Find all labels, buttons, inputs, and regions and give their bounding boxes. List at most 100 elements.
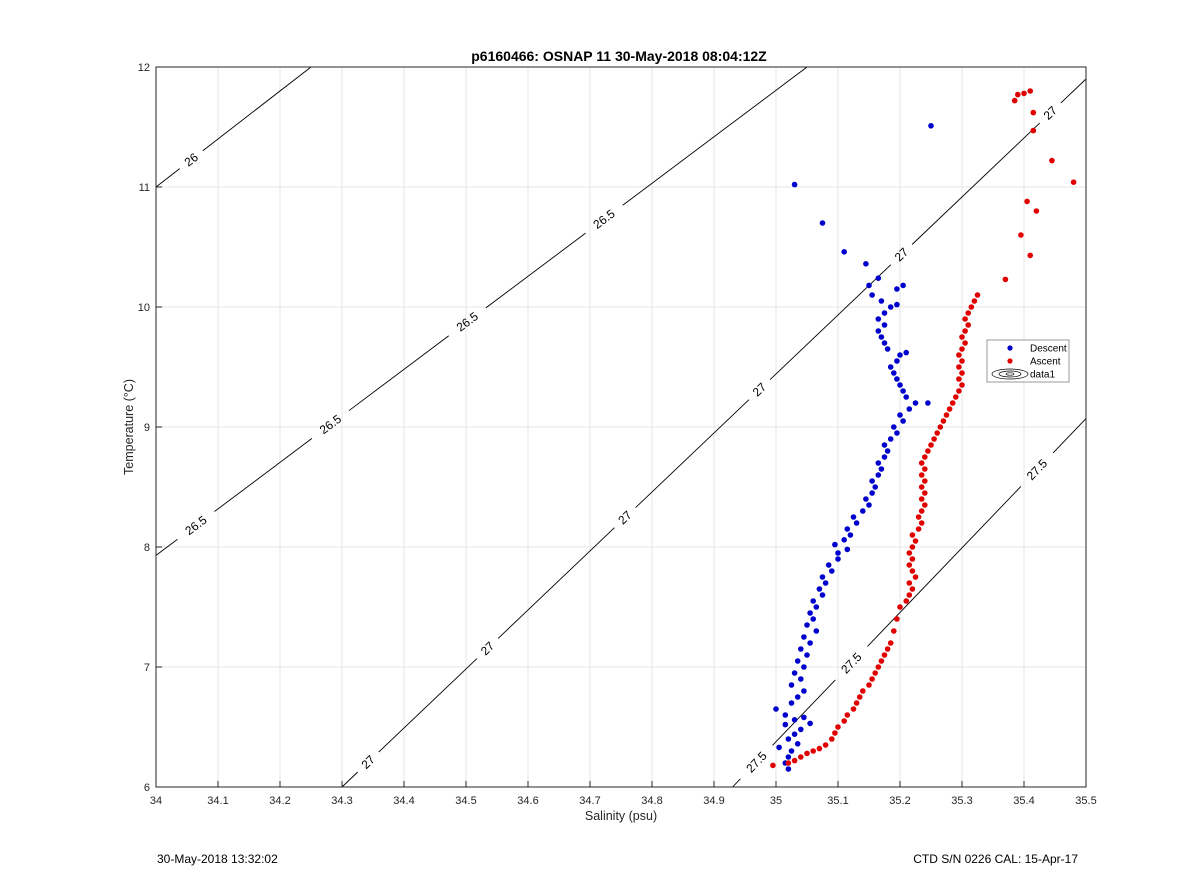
descent-point [807,640,813,646]
descent-point [850,514,857,520]
ascent-point [962,328,968,334]
descent-point [866,502,872,508]
x-tick-label: 35 [770,795,782,807]
descent-point [841,537,847,543]
ascent-point [922,466,928,472]
x-tick-label: 35.5 [1075,795,1096,807]
descent-point [816,586,823,592]
ascent-point [869,676,875,682]
ascent-point [962,340,968,346]
descent-point [875,460,882,466]
y-tick-label: 6 [144,782,150,794]
ascent-point [835,724,841,730]
descent-point [804,652,810,658]
ascent-point [959,382,965,388]
ascent-point [853,700,860,706]
ascent-point [1021,90,1027,97]
isopycnal-line [911,122,1041,245]
y-tick-label: 10 [138,302,150,314]
descent-point [794,658,801,664]
descent-point [807,610,813,616]
ascent-point [915,514,922,520]
ascent-point [909,556,916,562]
ascent-point [1030,109,1037,116]
isopycnal-line [1052,418,1087,454]
descent-point [900,388,906,394]
ascent-point [928,442,934,448]
ascent-point [906,562,913,568]
x-tick-label: 34.4 [393,795,414,807]
descent-point [869,478,875,484]
ascent-point [878,658,885,664]
descent-point [847,532,854,538]
descent-point [801,664,807,670]
descent-point [782,721,789,728]
ascent-point [959,346,965,352]
ascent-point [949,400,956,406]
ascent-point [1024,198,1030,205]
descent-point [872,484,878,490]
descent-point [776,744,782,751]
ascent-point [931,436,937,442]
ascent-point [906,550,913,556]
x-tick-label: 35.2 [889,795,910,807]
descent-point [791,731,798,737]
x-tick-label: 34.3 [331,795,352,807]
x-tick-label: 34.5 [455,795,476,807]
legend-entry-data1: data1 [1030,370,1055,381]
ascent-point [1011,97,1018,104]
descent-point [894,358,900,364]
isopycnal-line [348,335,450,411]
axis-ticks: 34 34.1 34.2 34.3 34.4 34.5 34.6 34.7 34.8 34.9 35… [138,62,1097,807]
ascent-point [841,718,847,724]
isopycnal-line [155,539,178,556]
isopycnal-line [1060,78,1087,104]
ascent-point [816,745,823,752]
ascent-point [810,748,816,754]
descent-point [822,580,829,586]
descent-point [844,546,851,553]
ascent-point [1015,91,1021,98]
descent-point [788,682,795,688]
ascent-point [959,370,965,376]
y-tick-label: 9 [144,422,150,434]
ascent-point [866,682,872,688]
ascent-point [884,646,891,652]
ascent-point [968,304,975,310]
descent-point [897,382,903,388]
ascent-point [1033,208,1040,214]
descent-point [832,541,838,548]
descent-point [881,310,888,316]
descent-point [881,322,888,328]
descent-point [875,328,882,334]
descent-point [813,604,820,610]
descent-point [835,556,841,562]
descent-point [819,574,826,580]
descent-point [881,340,888,346]
descent-point [906,406,913,412]
descent-point [869,490,875,496]
descent-point [791,181,798,188]
x-tick-label: 35.3 [951,795,972,807]
descent-point [881,442,888,448]
isopycnal-line [635,399,750,508]
y-tick-label: 8 [144,542,150,554]
ascent-point [894,616,900,622]
descent-point [798,676,804,682]
ascent-point [897,604,903,610]
descent-point [788,700,795,706]
ascent-point [956,388,962,394]
ascent-point [918,484,925,490]
x-tick-label: 34.8 [641,795,662,807]
descent-point [785,766,792,772]
legend-entry-descent: Descent [1030,344,1067,355]
isopycnal-line [497,527,615,639]
descent-point [798,726,804,733]
descent-point [801,688,807,694]
ascent-point [971,298,978,304]
descent-point [841,249,847,255]
ascent-point [860,688,866,694]
descent-point [878,298,885,304]
isopycnal-line [867,486,1022,647]
descent-point [869,292,875,298]
